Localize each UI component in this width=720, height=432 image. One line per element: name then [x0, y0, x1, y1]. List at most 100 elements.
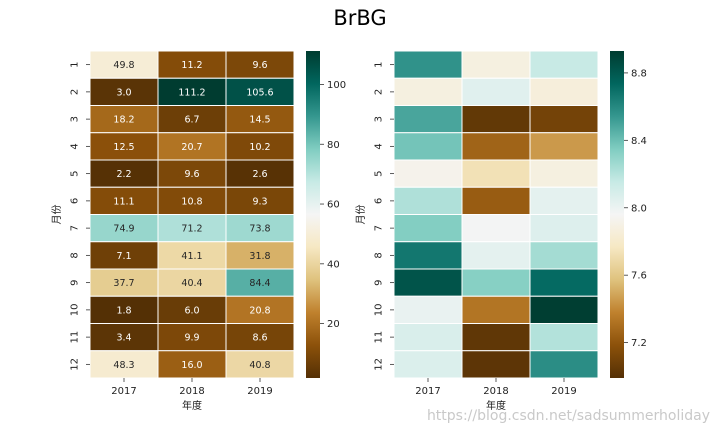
heatmap-cell: [461, 77, 531, 106]
heatmap-cell: [225, 105, 295, 134]
heatmap-cell: [529, 350, 599, 379]
y-tick-label: 12: [70, 358, 81, 371]
cell-annotation: 14.5: [249, 115, 270, 126]
y-tick-label: 9: [70, 279, 81, 285]
heatmap-cell: [529, 268, 599, 297]
y-tick-label: 1: [374, 61, 385, 67]
cell-annotation: 73.8: [249, 224, 270, 235]
colorbar-tick-label: 8.0: [631, 203, 647, 214]
y-tick-label: 5: [374, 170, 385, 176]
cell-annotation: 49.8: [113, 60, 134, 71]
heatmap-cell: [393, 295, 463, 324]
heatmap-cell: [393, 132, 463, 161]
figure-title: BrBG: [333, 6, 387, 30]
heatmap-cell: [225, 132, 295, 161]
y-tick-label: 6: [374, 198, 385, 204]
cell-annotation: 11.2: [181, 60, 202, 71]
y-tick-label: 5: [70, 170, 81, 176]
cell-annotation: 6.0: [184, 305, 199, 316]
y-tick-label: 11: [374, 331, 385, 344]
y-tick-label: 10: [70, 304, 81, 317]
cell-annotation: 48.3: [113, 360, 134, 371]
heatmap-cell: [529, 159, 599, 188]
heatmap-cell: [461, 214, 531, 243]
y-tick-label: 7: [374, 225, 385, 231]
cell-annotation: 40.4: [181, 278, 202, 289]
y-tick-label: 4: [374, 143, 385, 149]
heatmap-cell: [529, 132, 599, 161]
cell-annotation: 10.8: [181, 196, 202, 207]
heatmap-cell: [157, 295, 227, 324]
x-axis-label: 年度: [182, 399, 202, 412]
heatmap-cell: [393, 159, 463, 188]
cell-annotation: 18.2: [113, 115, 134, 126]
cell-annotation: 3.4: [116, 333, 131, 344]
colorbar-tick-label: 20: [327, 319, 340, 330]
cell-annotation: 1.8: [116, 305, 131, 316]
cell-annotation: 11.1: [113, 196, 134, 207]
y-tick-label: 4: [70, 143, 81, 149]
heatmap-cell: [157, 50, 227, 79]
colorbar: [610, 51, 624, 378]
cell-annotation: 111.2: [178, 87, 205, 98]
heatmap-cell: [393, 214, 463, 243]
y-tick-label: 6: [70, 198, 81, 204]
heatmap-cell: [461, 268, 531, 297]
heatmap-cell: [225, 268, 295, 297]
heatmap-cell: [461, 105, 531, 134]
heatmap-cell: [529, 50, 599, 79]
y-tick-label: 12: [374, 358, 385, 371]
colorbar-tick-label: 8.8: [631, 68, 647, 79]
cell-annotation: 2.6: [252, 169, 267, 180]
cell-annotation: 8.6: [252, 333, 267, 344]
watermark-text: https://blog.csdn.net/sadsummerholiday: [426, 408, 710, 424]
heatmap-cell: [157, 268, 227, 297]
cell-annotation: 40.8: [249, 360, 270, 371]
cell-annotation: 9.6: [184, 169, 199, 180]
cell-annotation: 31.8: [249, 251, 270, 262]
heatmap-cell: [529, 323, 599, 352]
heatmap-cell: [89, 50, 159, 79]
cell-annotation: 2.2: [116, 169, 131, 180]
cell-annotation: 84.4: [249, 278, 270, 289]
heatmap-cell: [157, 159, 227, 188]
x-tick-label: 2017: [111, 386, 136, 397]
heatmap-cell: [461, 323, 531, 352]
cell-annotation: 7.1: [116, 251, 131, 262]
cell-annotation: 20.7: [181, 142, 202, 153]
x-tick-label: 2018: [483, 386, 508, 397]
colorbar: [306, 51, 320, 378]
heatmap-cell: [529, 105, 599, 134]
y-tick-label: 10: [374, 304, 385, 317]
cell-annotation: 9.9: [184, 333, 199, 344]
heatmap-cell: [157, 105, 227, 134]
heatmap-cell: [393, 77, 463, 106]
colorbar-tick-label: 8.4: [631, 136, 647, 147]
x-tick-label: 2018: [179, 386, 204, 397]
heatmap-cell: [393, 323, 463, 352]
y-tick-label: 3: [374, 116, 385, 122]
y-tick-label: 3: [70, 116, 81, 122]
heatmap-cell: [225, 214, 295, 243]
y-tick-label: 8: [374, 252, 385, 258]
cell-annotation: 6.7: [184, 115, 199, 126]
heatmap-cell: [393, 350, 463, 379]
heatmap-cell: [529, 295, 599, 324]
heatmap-cell: [393, 241, 463, 270]
heatmap-cell: [393, 50, 463, 79]
heatmap-cell: [225, 350, 295, 379]
heatmap-cell: [529, 214, 599, 243]
colorbar-tick-label: 7.6: [631, 271, 647, 282]
y-tick-label: 9: [374, 279, 385, 285]
heatmap-cell: [393, 186, 463, 215]
x-tick-label: 2017: [415, 386, 440, 397]
colorbar-tick-label: 100: [327, 80, 346, 91]
heatmap-cell: [529, 77, 599, 106]
heatmap-cell: [225, 159, 295, 188]
colorbar-tick-label: 7.2: [631, 338, 647, 349]
heatmap-cell: [225, 186, 295, 215]
heatmap-cell: [393, 268, 463, 297]
colorbar-tick-label: 80: [327, 140, 340, 151]
x-axis-label: 年度: [486, 399, 506, 412]
